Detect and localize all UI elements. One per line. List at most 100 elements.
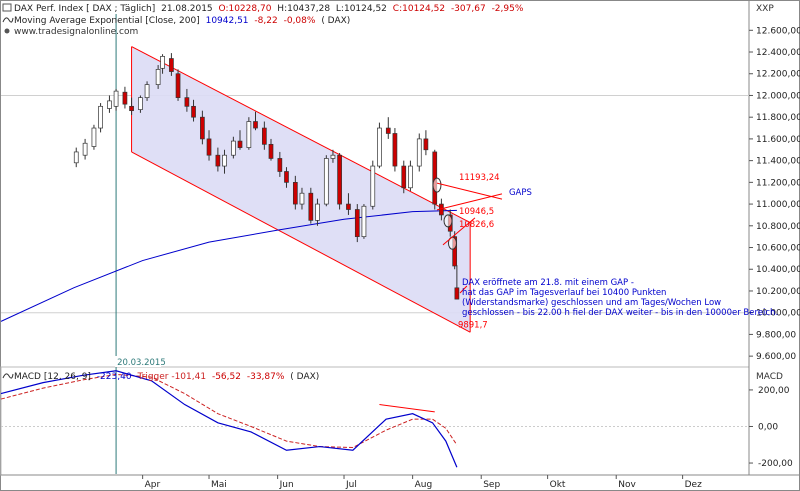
macd-line xyxy=(0,370,458,468)
source-label: www.tradesignalonline.com xyxy=(14,27,138,37)
header-symbol-name: DAX Perf. Index [ DAX ; Täglich] xyxy=(14,4,155,14)
candle-body xyxy=(354,209,360,238)
candle-body xyxy=(222,154,227,167)
time-tick-label: Jul xyxy=(345,480,357,490)
chart-header: DAX Perf. Index [ DAX ; Täglich] 21.08.2… xyxy=(2,3,774,37)
ema-header-change: -8,22 xyxy=(254,16,277,26)
candle-body xyxy=(200,116,205,140)
candle-body xyxy=(308,192,314,221)
candle-body xyxy=(184,97,190,107)
comment-line-1: DAX eröffnete am 21.8. mit einem GAP - xyxy=(462,278,634,288)
candle-body xyxy=(175,73,181,98)
svg-text:Moving Average Exponential [Cl: Moving Average Exponential [Close, 200] … xyxy=(14,16,350,26)
price-tick-label: 11.200,00 xyxy=(756,178,800,188)
line-style-icon xyxy=(2,17,14,23)
candle-body xyxy=(416,138,422,167)
analysis-comment: DAX eröffnete am 21.8. mit einem GAP - h… xyxy=(462,278,778,318)
price-tick-label: 10.200,00 xyxy=(756,287,800,297)
candle-body xyxy=(385,127,391,134)
svg-text:MACD [12, 26, 9] -223,40: MACD [12, 26, 9] -223,40 Trigger -101,41… xyxy=(14,372,319,382)
header-date: 21.08.2015 xyxy=(161,4,213,14)
comment-line-2: hat das GAP im Tagesverlauf bei 10400 Pu… xyxy=(462,288,666,298)
candle-body xyxy=(268,143,274,159)
gap-marker xyxy=(432,177,442,193)
gap-marker xyxy=(443,214,453,228)
time-tick-label: Apr xyxy=(145,480,161,490)
candle-body xyxy=(284,171,289,183)
ema-header-symbol: ( DAX) xyxy=(321,16,350,26)
candle-body xyxy=(392,133,398,167)
candle-body xyxy=(361,205,367,238)
price-axis: 12.600,00 12.400,00 12.200,00 12.000,00 11.8… xyxy=(749,26,800,362)
comment-pointer xyxy=(459,285,468,294)
macd-axis-label: MACD xyxy=(756,372,783,382)
candle-body xyxy=(169,58,174,72)
time-tick-label: Aug xyxy=(415,480,433,490)
channel-fill xyxy=(131,46,471,333)
ema200-line xyxy=(0,209,457,322)
candle-body xyxy=(370,165,376,207)
candle-body xyxy=(408,165,413,189)
macd-header-diff-pct: -33,87% xyxy=(247,372,285,382)
time-axis: Apr Mai Jun Jul Aug Sep Okt Nov Dez xyxy=(142,475,702,490)
gaps-label: GAPS xyxy=(509,188,532,198)
candle-body xyxy=(337,154,342,205)
candle-body xyxy=(122,91,128,105)
exchange-label: XXP xyxy=(756,4,774,14)
candle-body xyxy=(330,154,336,159)
gap-level-label-3: 10826,6 xyxy=(459,220,494,230)
header-change: -307,67 xyxy=(451,4,486,14)
candle-body xyxy=(346,203,351,210)
candle-body xyxy=(315,203,320,221)
macd-line-style-icon xyxy=(2,373,14,379)
candle-body xyxy=(82,142,88,156)
candle-style-icon xyxy=(2,3,12,12)
header-open: O:10228,70 xyxy=(219,4,272,14)
candle-body xyxy=(155,69,161,85)
macd-indicator xyxy=(0,370,749,468)
candle-body xyxy=(299,192,305,205)
low-level-label: 9891,7 xyxy=(458,320,488,330)
gap-level-label-2: 10946,5 xyxy=(459,207,494,217)
price-tick-label: 10.400,00 xyxy=(756,265,800,275)
price-tick-label: 11.800,00 xyxy=(756,113,800,123)
header-low: L:10124,52 xyxy=(336,4,387,14)
candle-body xyxy=(231,140,236,156)
gap-level-label-1: 11193,24 xyxy=(459,173,500,183)
candle-body xyxy=(452,236,458,267)
comment-line-4: geschlossen - bis 22.00 h fiel der DAX w… xyxy=(462,308,778,318)
svg-text:DAX Perf. Index [ DAX ; Täglic: DAX Perf. Index [ DAX ; Täglich] 21.08.2… xyxy=(14,4,524,14)
candle-body xyxy=(144,84,150,98)
candle-body xyxy=(237,140,243,148)
candle-body xyxy=(277,158,283,172)
channel-upper-line xyxy=(131,46,471,223)
candle-body xyxy=(215,154,221,167)
time-tick-label: Okt xyxy=(550,480,566,490)
macd-header-trigger: Trigger -101,41 xyxy=(136,372,206,382)
price-tick-label: 9.800,00 xyxy=(756,330,796,340)
price-tick-label: 12.600,00 xyxy=(756,26,800,36)
macd-tick-label: 0,00 xyxy=(758,422,778,432)
time-tick-label: Nov xyxy=(618,480,636,490)
price-tick-label: 10.800,00 xyxy=(756,222,800,232)
time-tick-label: Jun xyxy=(279,480,294,490)
candle-body xyxy=(206,138,212,156)
candle-body xyxy=(91,127,97,147)
gap-level-line xyxy=(442,217,476,246)
candle-body xyxy=(191,105,196,118)
candle-body xyxy=(292,182,298,205)
candle-body xyxy=(107,100,112,109)
candle-body xyxy=(253,121,258,129)
candle-body xyxy=(246,121,252,148)
macd-divergence-line xyxy=(379,404,435,413)
candle-body xyxy=(113,90,119,107)
candle-body xyxy=(138,97,143,110)
header-change-pct: -2,95% xyxy=(492,4,524,14)
price-tick-label: 12.200,00 xyxy=(756,70,800,80)
ema-header-name: Moving Average Exponential [Close, 200] xyxy=(14,16,200,26)
web-bullet-icon xyxy=(4,28,10,34)
price-tick-label: 11.600,00 xyxy=(756,135,800,145)
price-tick-label: 10.600,00 xyxy=(756,244,800,254)
candle-body xyxy=(323,158,329,205)
